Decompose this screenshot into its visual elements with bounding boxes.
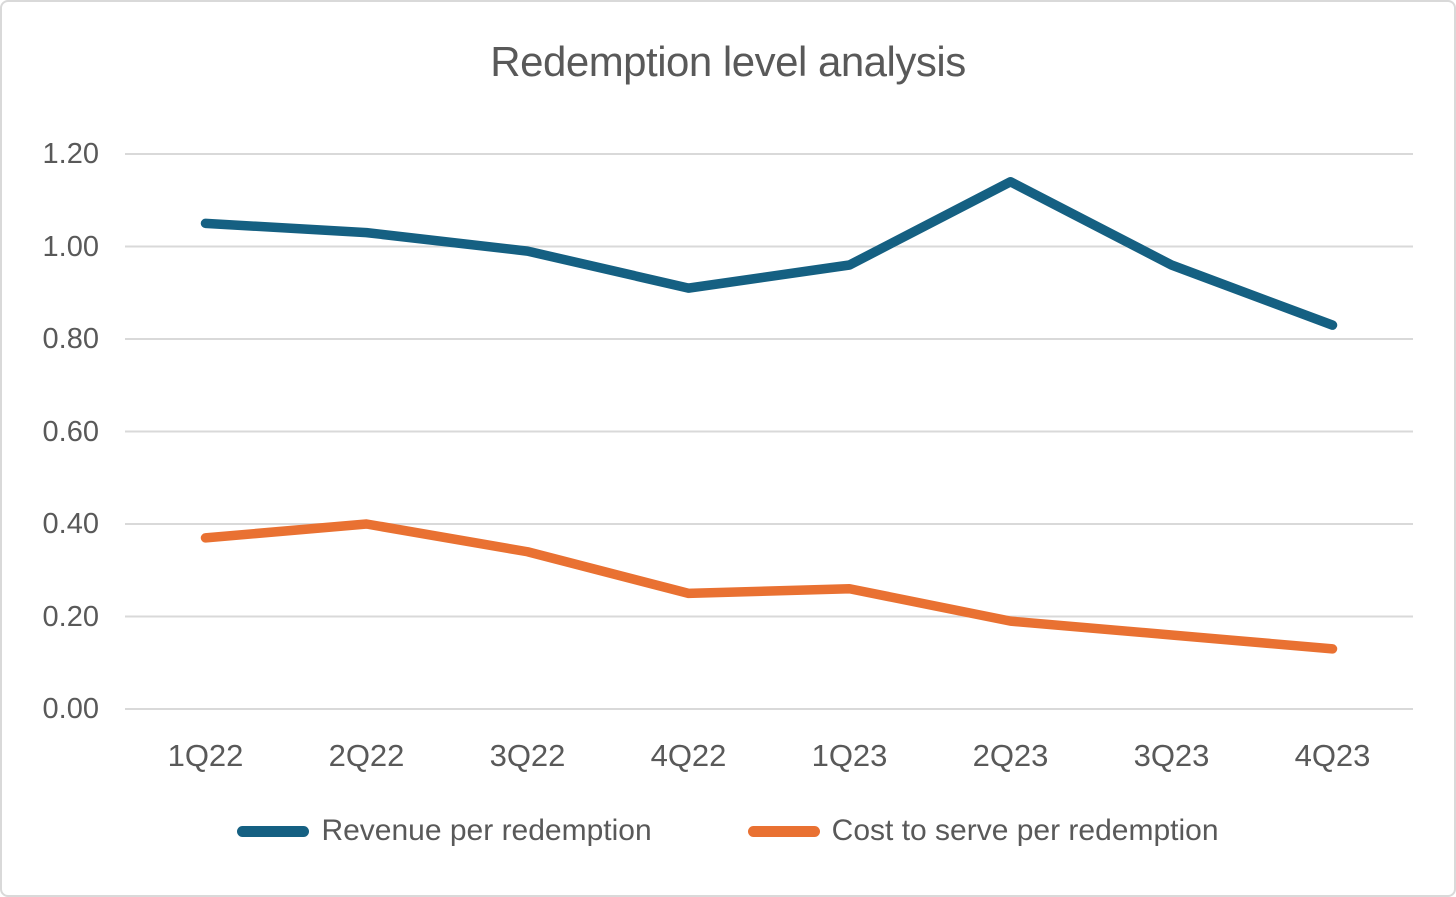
- legend-item-1: Cost to serve per redemption: [747, 814, 1219, 848]
- x-tick-label: 1Q22: [167, 738, 244, 773]
- legend-item-0: Revenue per redemption: [237, 814, 652, 848]
- legend-label: Cost to serve per redemption: [831, 814, 1219, 847]
- y-tick-label: 0.20: [42, 600, 99, 633]
- legend: Revenue per redemption Cost to serve per …: [2, 814, 1454, 848]
- x-tick-label: 3Q23: [1133, 738, 1210, 773]
- legend-swatch-icon: [747, 825, 820, 837]
- x-tick-label: 2Q23: [972, 738, 1049, 773]
- y-tick-label: 0.00: [42, 693, 99, 725]
- x-tick-label: 1Q23: [811, 738, 888, 773]
- series-line-1: [200, 519, 1338, 654]
- legend-swatch-icon: [237, 825, 310, 837]
- y-tick-label: 1.00: [42, 230, 99, 263]
- y-tick-label: 0.60: [42, 415, 99, 448]
- x-tick-label: 3Q22: [489, 738, 566, 773]
- x-tick-label: 2Q22: [328, 738, 405, 773]
- legend-label: Revenue per redemption: [321, 814, 652, 847]
- x-tick-label: 4Q22: [650, 738, 727, 773]
- y-tick-label: 0.80: [42, 323, 99, 355]
- x-tick-label: 4Q23: [1294, 738, 1371, 773]
- chart-title: Redemption level analysis: [490, 38, 966, 85]
- y-tick-label: 1.20: [42, 138, 99, 170]
- series-line-0: [200, 177, 1338, 330]
- y-tick-label: 0.40: [42, 508, 99, 540]
